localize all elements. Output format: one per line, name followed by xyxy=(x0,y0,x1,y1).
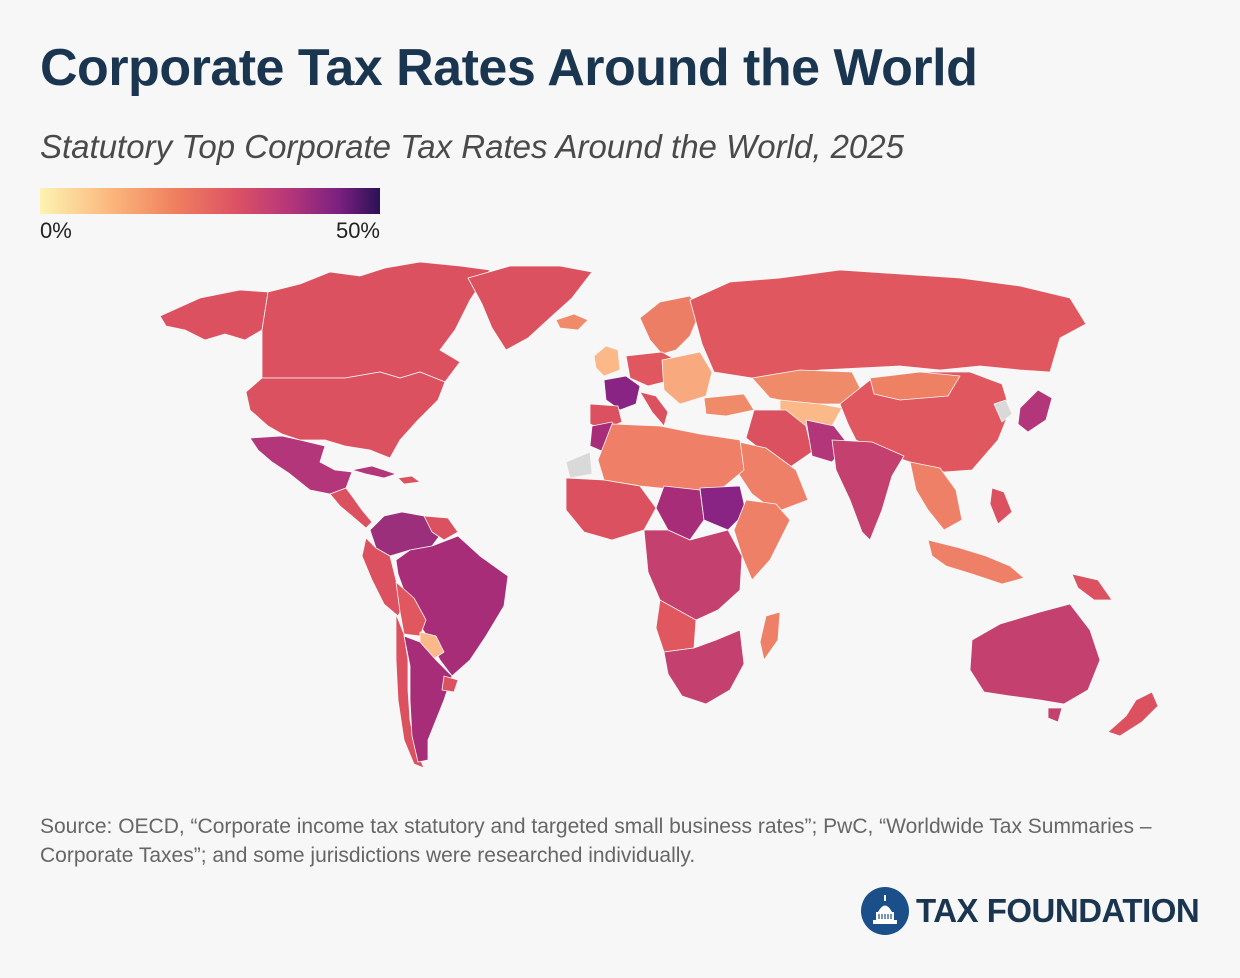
capitol-dome-icon xyxy=(861,887,909,935)
legend-max-label: 50% xyxy=(335,218,380,243)
source-note: Source: OECD, “Corporate income tax stat… xyxy=(40,815,1152,867)
legend-min-label: 0% xyxy=(40,218,72,243)
country-mongolia xyxy=(869,371,961,401)
country-horn-of-africa xyxy=(733,499,791,581)
country-alaska xyxy=(159,289,269,341)
country-greenland xyxy=(467,265,593,351)
country-canada xyxy=(261,261,491,383)
country-uk-ireland xyxy=(593,345,621,377)
country-uruguay xyxy=(441,675,459,693)
country-central-america xyxy=(329,487,373,529)
country-france xyxy=(603,375,641,411)
legend-gradient-bar xyxy=(40,188,380,214)
country-west-africa xyxy=(565,477,657,541)
country-eastern-europe xyxy=(661,351,713,405)
country-southeast-asia xyxy=(909,461,963,531)
country-tasmania xyxy=(1047,707,1063,723)
country-madagascar xyxy=(759,611,781,661)
country-turkey xyxy=(703,393,755,417)
country-korea-nodata xyxy=(993,399,1013,423)
country-southern-africa xyxy=(663,629,745,705)
page-subtitle: Statutory Top Corporate Tax Rates Around… xyxy=(40,128,904,165)
country-iceland xyxy=(555,313,589,331)
country-caribbean xyxy=(397,475,421,485)
country-guianas xyxy=(423,515,459,541)
country-cuba xyxy=(351,465,397,479)
country-argentina xyxy=(403,635,453,763)
country-brazil xyxy=(395,535,509,677)
country-iran-middle-east xyxy=(745,409,813,471)
country-australia xyxy=(969,603,1101,705)
country-japan xyxy=(1017,389,1053,433)
country-mexico xyxy=(249,435,353,495)
country-western-sahara-nodata xyxy=(565,451,593,479)
country-philippines xyxy=(989,487,1013,525)
tax-foundation-logo[interactable]: TAX FOUNDATION xyxy=(860,884,1210,940)
world-choropleth-map xyxy=(159,261,1159,769)
country-png xyxy=(1071,573,1113,601)
page-title: Corporate Tax Rates Around the World xyxy=(40,39,978,97)
country-north-africa xyxy=(597,423,745,491)
country-india xyxy=(831,439,905,541)
country-sudan xyxy=(699,485,747,531)
country-kazakhstan xyxy=(751,369,863,405)
country-russia xyxy=(689,269,1087,379)
country-scandinavia xyxy=(639,295,701,355)
country-central-africa xyxy=(643,529,743,621)
color-legend: 0% 50% xyxy=(40,186,380,246)
country-indonesia xyxy=(927,539,1025,585)
country-new-zealand xyxy=(1107,691,1159,737)
brand-name: TAX FOUNDATION xyxy=(916,892,1200,929)
country-usa xyxy=(245,371,446,459)
country-italy xyxy=(639,391,669,427)
